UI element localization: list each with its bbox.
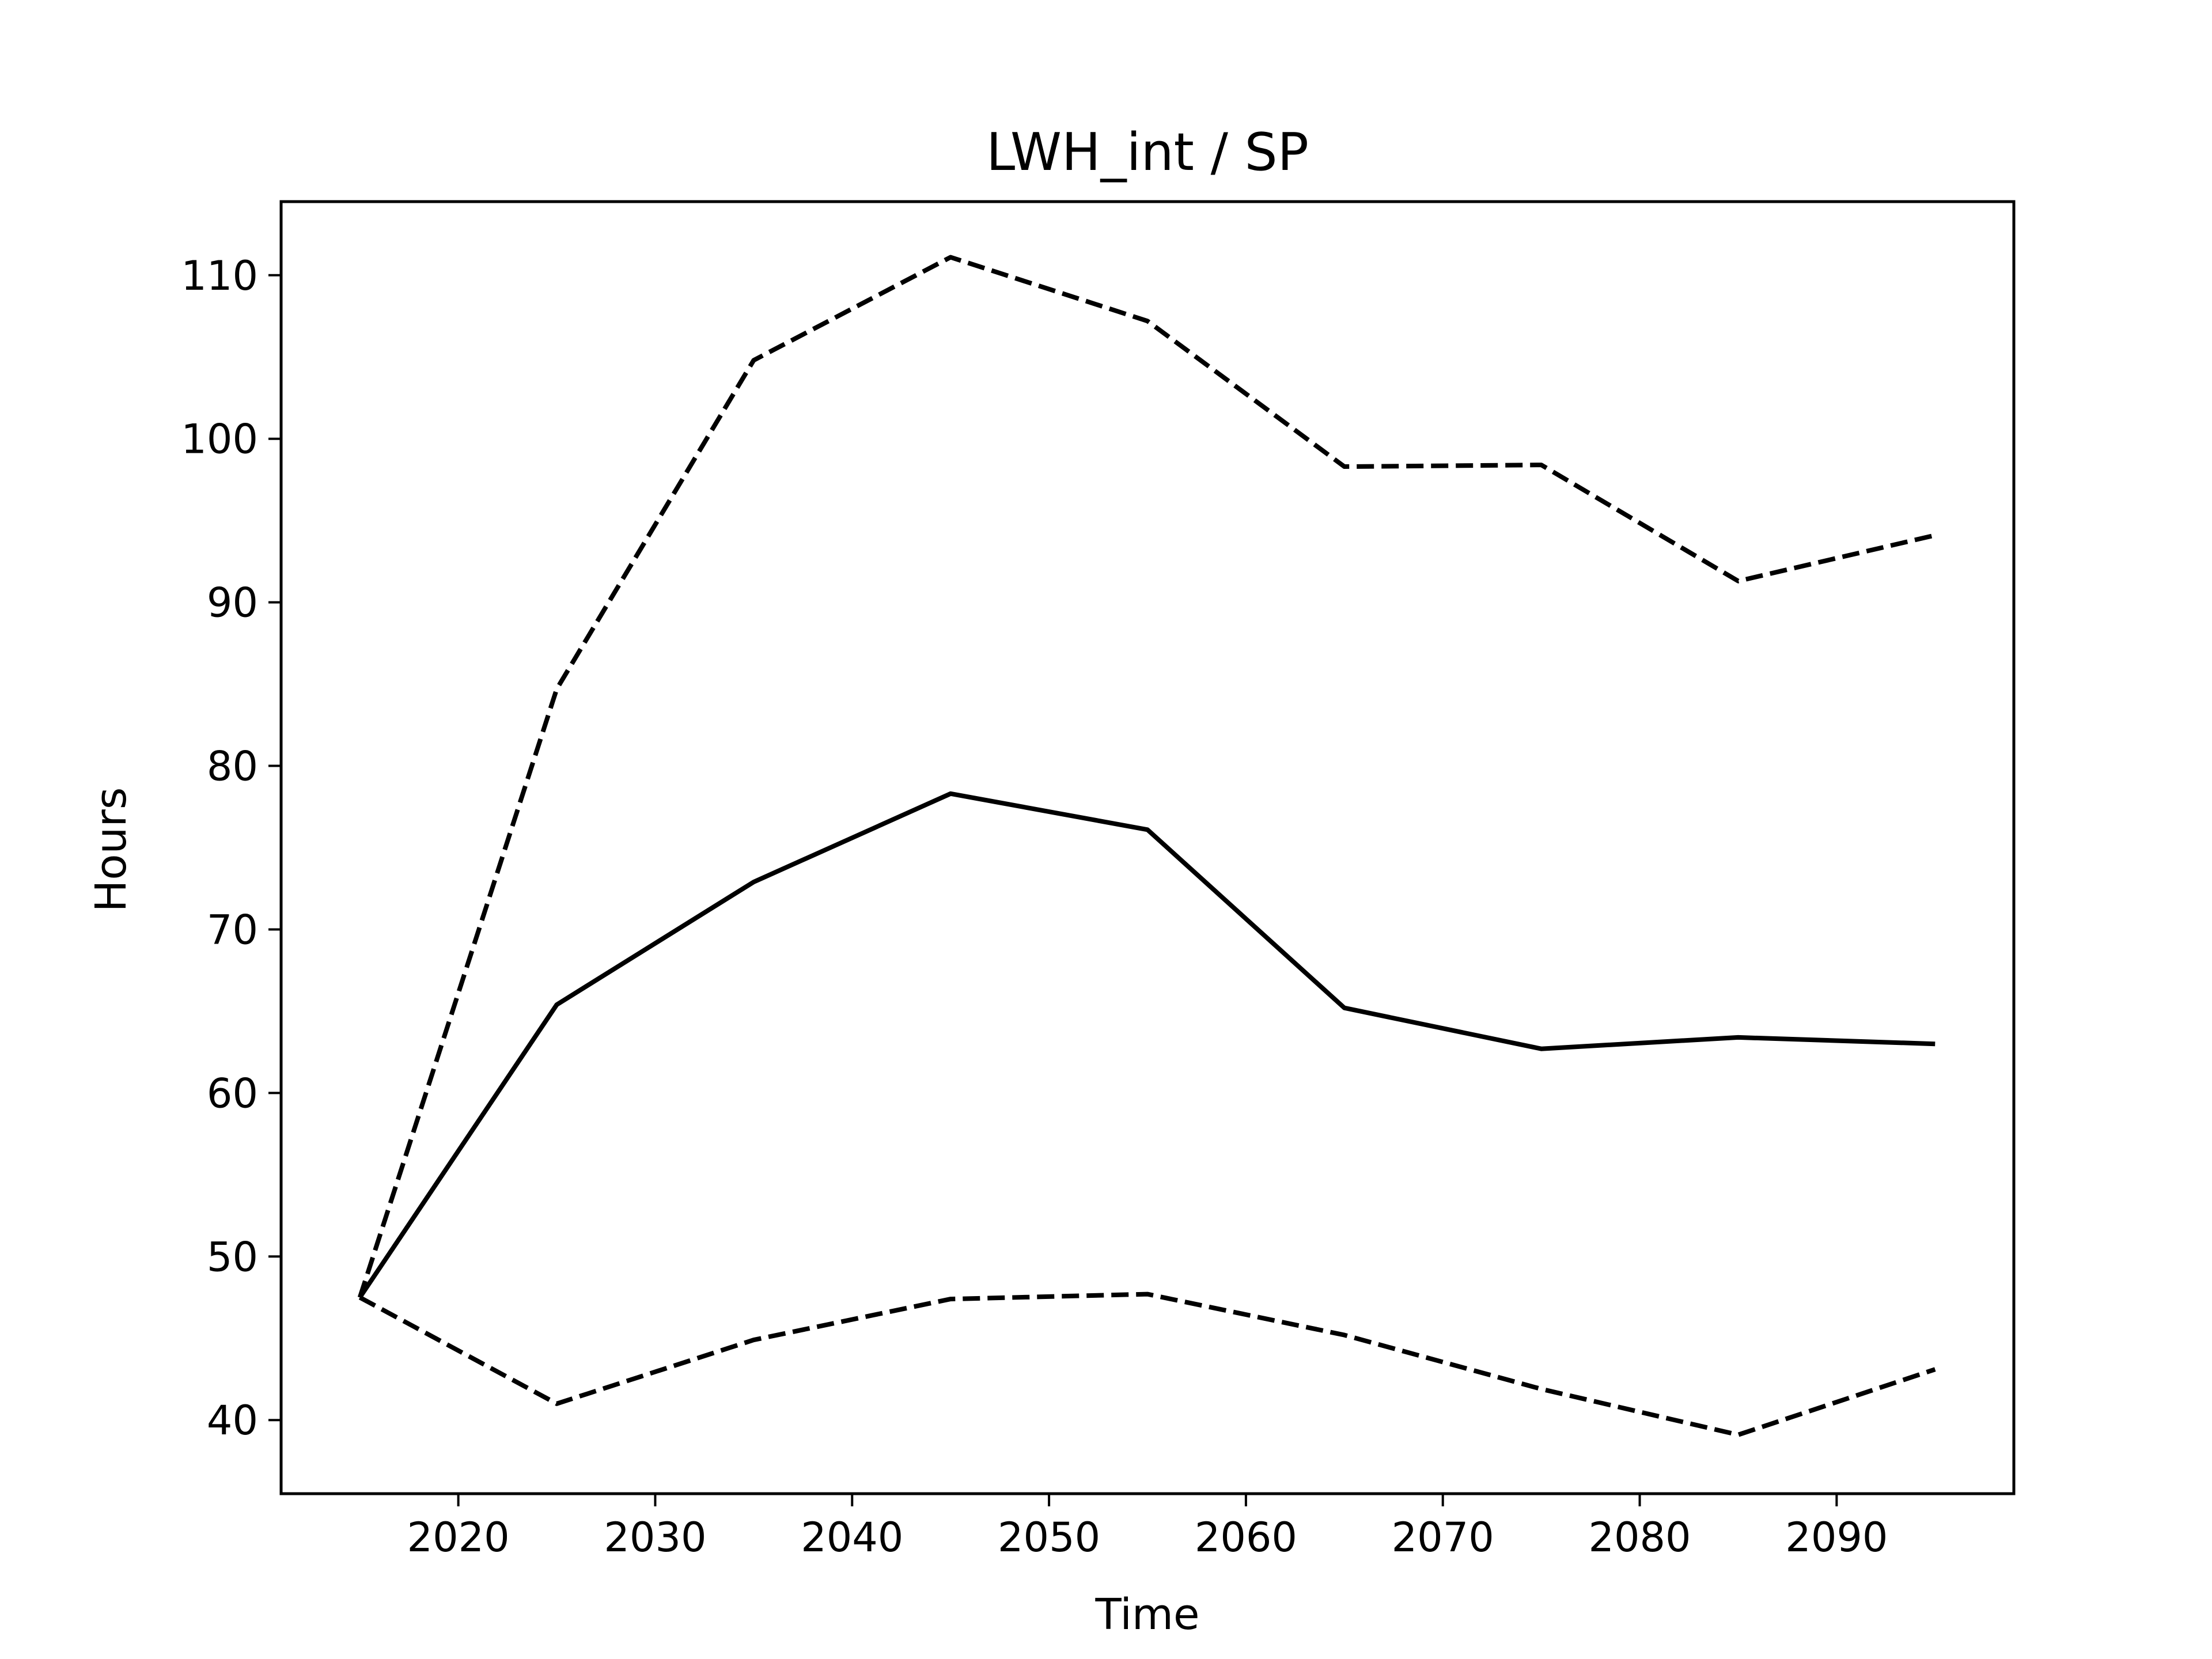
ticks-layer: 2020 2030 2040 2050 2060 2070 2080 2090 40 50 60 70… <box>181 252 1888 1561</box>
y-tick-label: 80 <box>207 743 258 790</box>
x-tick-label: 2070 <box>1392 1514 1494 1561</box>
x-tick-label: 2020 <box>407 1514 510 1561</box>
dashed-series-line-2 <box>358 1291 1936 1437</box>
chart-title: LWH_int / SP <box>986 122 1309 183</box>
y-axis-label: Hours <box>86 787 136 912</box>
x-tick-label: 2080 <box>1588 1514 1691 1561</box>
y-tick-label: 60 <box>207 1070 258 1117</box>
y-tick-label: 100 <box>181 416 258 463</box>
x-axis-label: Time <box>1094 1590 1199 1639</box>
x-tick-label: 2050 <box>998 1514 1100 1561</box>
x-tick-label: 2090 <box>1785 1514 1888 1561</box>
solid-series-line-0 <box>358 791 1936 1299</box>
x-tick-label: 2060 <box>1195 1514 1297 1561</box>
x-tick-label: 2030 <box>604 1514 706 1561</box>
y-tick-label: 70 <box>207 906 258 953</box>
plot-frame <box>279 200 2016 1495</box>
series-layer <box>357 255 1936 1437</box>
y-tick-label: 90 <box>207 579 258 627</box>
dashed-series-line-1 <box>357 255 1936 1298</box>
y-tick-label: 40 <box>207 1397 258 1444</box>
x-tick-label: 2040 <box>801 1514 903 1561</box>
y-tick-label: 50 <box>207 1233 258 1281</box>
y-tick-label: 110 <box>181 252 258 300</box>
